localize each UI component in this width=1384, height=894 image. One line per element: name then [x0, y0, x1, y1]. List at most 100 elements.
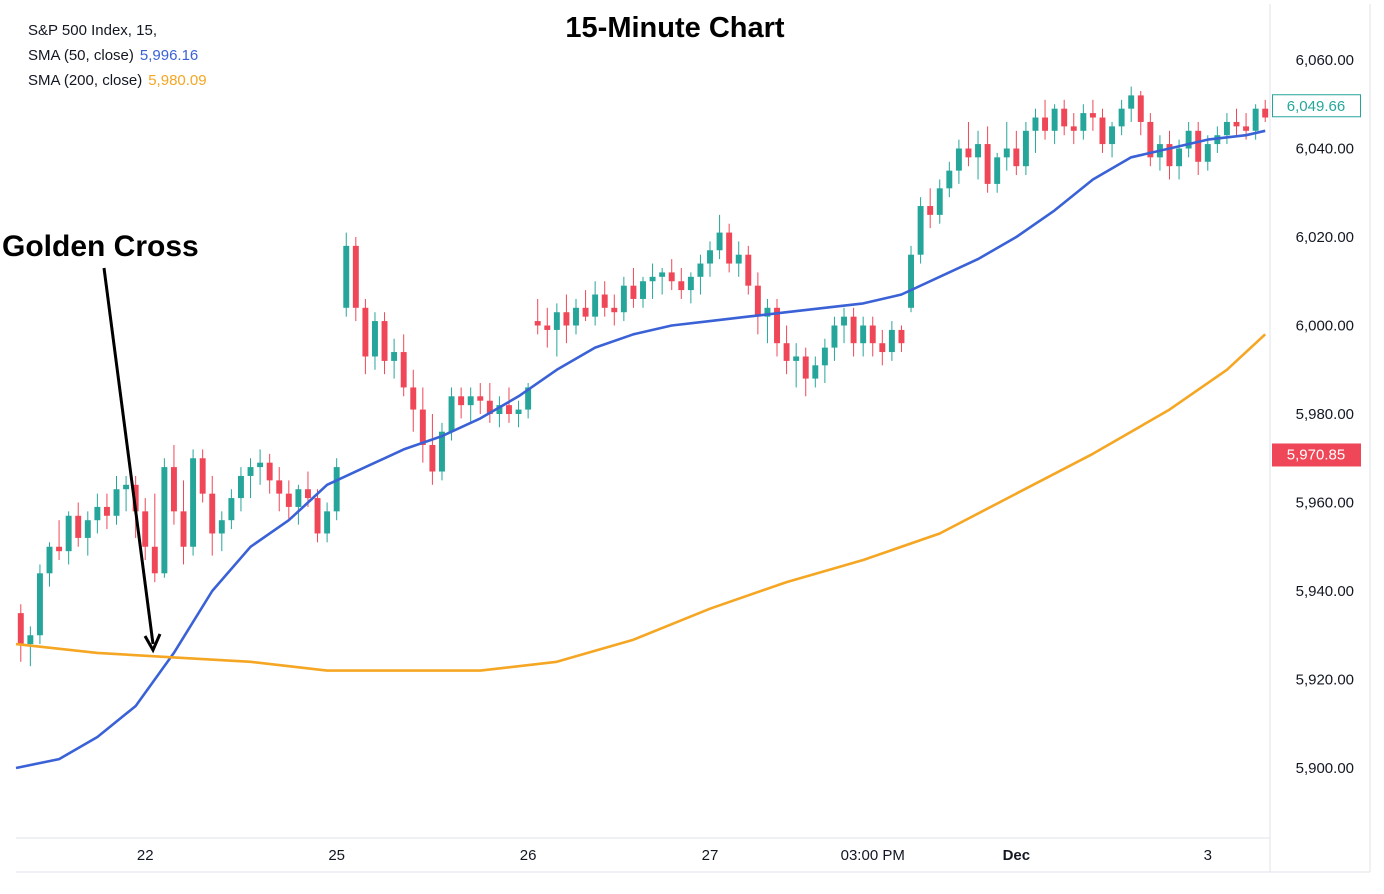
candle [1042, 99, 1049, 140]
candle [898, 325, 905, 353]
price-label-bg [1272, 443, 1361, 467]
candle-body [324, 511, 331, 534]
candle [1032, 108, 1039, 153]
candle-body [458, 396, 465, 406]
candle [496, 396, 503, 428]
legend-sma50-value: 5,996.16 [139, 47, 199, 64]
candle [1051, 104, 1058, 145]
candle [1156, 135, 1163, 171]
candle-body [161, 467, 168, 574]
candle-body [726, 232, 733, 264]
candle-body [774, 307, 780, 344]
candle-body [333, 467, 340, 512]
candle [821, 338, 828, 384]
candle [620, 276, 627, 322]
candle [113, 475, 120, 525]
y-tick-label: 6,060.00 [1296, 52, 1354, 69]
x-tick-label: Dec [1003, 847, 1031, 864]
candle [917, 197, 924, 264]
candle [486, 383, 493, 423]
candle [984, 126, 991, 193]
candle-body [793, 356, 800, 361]
candle [1080, 104, 1087, 140]
candle-body [477, 396, 484, 401]
y-tick-label: 5,900.00 [1296, 760, 1354, 777]
price-label: 5,970.85 [1272, 443, 1361, 467]
candles-group [17, 86, 1269, 667]
candle-body [745, 254, 752, 286]
candle [372, 312, 378, 370]
candle [314, 489, 321, 543]
candle-body [640, 281, 646, 299]
candle-body [362, 307, 369, 357]
candle [75, 502, 82, 547]
candle-body [850, 316, 857, 344]
chart-title: 15-Minute Chart [565, 12, 785, 44]
candle [228, 489, 235, 530]
arrow-head [143, 633, 162, 654]
candle [1128, 86, 1135, 122]
candle-body [764, 307, 771, 317]
candle [630, 267, 637, 308]
candle-body [1061, 108, 1068, 127]
candle [391, 338, 398, 379]
candle [936, 179, 943, 224]
candle-body [1233, 121, 1240, 127]
candle-body [448, 396, 455, 432]
candle [381, 312, 388, 375]
candle [888, 321, 895, 361]
golden-cross-arrow [102, 267, 162, 654]
candle [199, 449, 206, 503]
candle [56, 520, 63, 561]
candle-body [707, 250, 713, 264]
candle [467, 387, 474, 423]
candle-body [888, 329, 895, 353]
candle-body [687, 276, 694, 291]
candle [65, 511, 72, 565]
candle [601, 281, 608, 317]
candle [266, 453, 273, 494]
sma200-line [15, 333, 1267, 672]
candle [151, 493, 158, 583]
candle-body [496, 405, 503, 414]
candle-body [678, 281, 685, 291]
candle [735, 241, 742, 277]
candle-body [515, 409, 522, 414]
candle [477, 383, 484, 414]
price-label-bg [1272, 94, 1361, 118]
candle-body [46, 546, 53, 574]
candle-body [659, 272, 666, 277]
candle [247, 458, 254, 499]
candle [678, 267, 685, 299]
candle-body [1252, 108, 1259, 131]
candle [1118, 99, 1125, 136]
candle-body [304, 489, 311, 499]
candle-body [917, 206, 924, 255]
candle-body [1243, 126, 1250, 131]
candle-body [831, 325, 838, 348]
candle [611, 294, 618, 326]
candle-body [812, 365, 819, 379]
sma-lines [15, 129, 1267, 770]
candle [295, 484, 302, 525]
y-tick-label: 5,980.00 [1296, 406, 1354, 423]
candle [123, 475, 130, 512]
candle-body [860, 325, 867, 344]
price-label: 6,049.66 [1272, 94, 1361, 118]
candle [333, 458, 340, 521]
candle [209, 475, 216, 556]
candle-body [573, 307, 579, 326]
candle [649, 263, 656, 299]
y-tick-label: 5,920.00 [1296, 672, 1354, 689]
price-labels: 6,049.66 5,970.85 [1272, 94, 1361, 467]
candle-body [467, 396, 474, 406]
candle-body [611, 307, 618, 313]
candle [439, 422, 445, 481]
candle [180, 480, 187, 565]
candle [36, 564, 43, 645]
candle [687, 272, 694, 304]
x-tick-label: 27 [702, 847, 719, 864]
candle-body [1042, 117, 1049, 131]
candle-body [735, 254, 742, 264]
candle-body [869, 325, 876, 344]
